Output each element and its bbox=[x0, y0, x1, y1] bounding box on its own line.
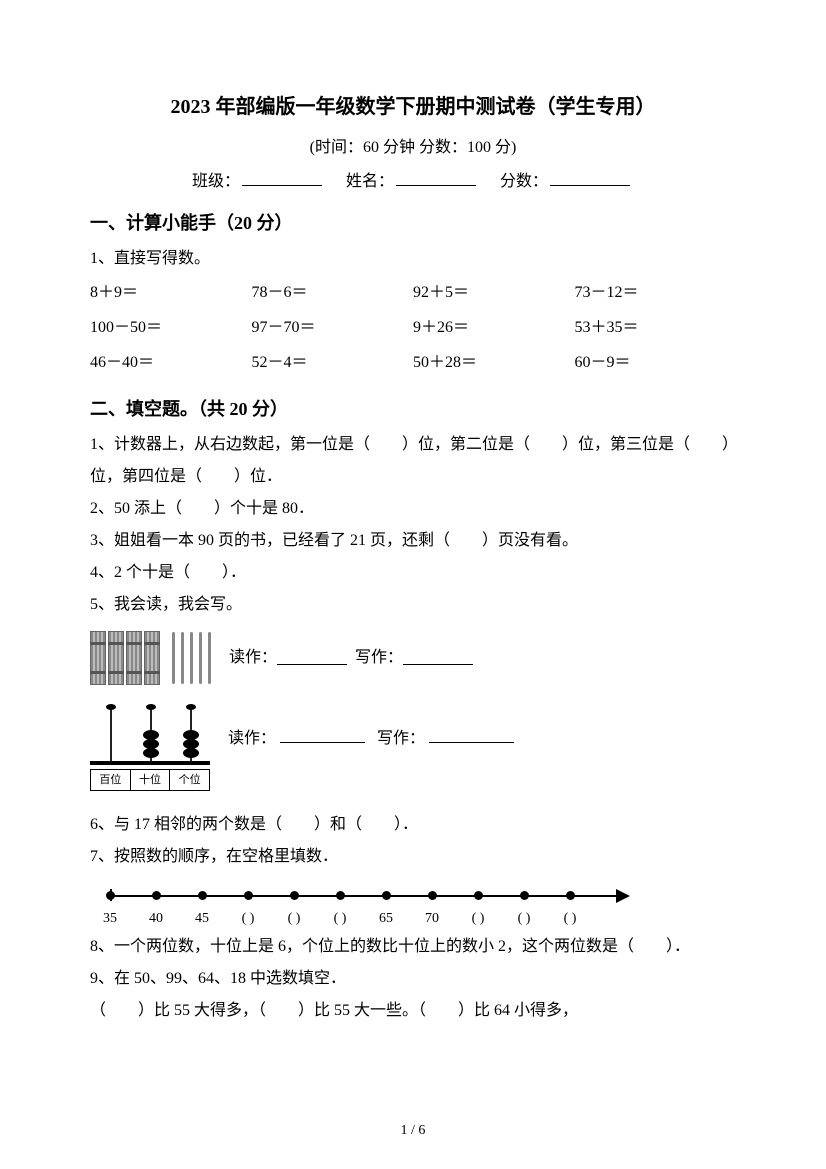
numline-label: ( ) bbox=[472, 911, 485, 927]
equation-cell: 78－6＝ bbox=[252, 275, 414, 310]
exam-title: 2023 年部编版一年级数学下册期中测试卷（学生专用） bbox=[90, 90, 736, 119]
class-label: 班级： bbox=[192, 173, 240, 190]
name-blank[interactable] bbox=[396, 169, 476, 186]
numline-label: ( ) bbox=[564, 911, 577, 927]
number-line-figure: 35 40 45 ( ) ( ) ( ) 65 70 ( ) ( ) ( ) bbox=[110, 883, 736, 909]
q5-abacus-row: 百位 十位 个位 读作： 写作： bbox=[90, 703, 736, 793]
section2-q2: 2、50 添上（ ）个十是 80． bbox=[90, 493, 736, 525]
equation-cell: 46－40＝ bbox=[90, 345, 252, 380]
numline-label: 35 bbox=[103, 911, 117, 927]
q5-sticks-row: 读作： 写作： bbox=[90, 631, 736, 685]
numline-label: ( ) bbox=[242, 911, 255, 927]
abacus-icon: 百位 十位 个位 bbox=[90, 703, 210, 793]
section2-q4: 4、2 个十是（ ）． bbox=[90, 557, 736, 589]
numline-label: ( ) bbox=[518, 911, 531, 927]
abacus-col-label: 个位 bbox=[170, 770, 209, 790]
section2-heading: 二、填空题。（共 20 分） bbox=[90, 395, 736, 421]
equation-cell: 92＋5＝ bbox=[413, 275, 575, 310]
class-blank[interactable] bbox=[242, 169, 322, 186]
equation-cell: 60－9＝ bbox=[575, 345, 737, 380]
section2-q1: 1、计数器上，从右边数起，第一位是（ ）位，第二位是（ ）位，第三位是（ ）位，… bbox=[90, 429, 736, 493]
numline-label: 65 bbox=[379, 911, 393, 927]
page-number: 1 / 6 bbox=[0, 1123, 826, 1139]
numline-label: 45 bbox=[195, 911, 209, 927]
numline-label: ( ) bbox=[288, 911, 301, 927]
read-label: 读作： bbox=[229, 642, 277, 674]
section1-q1-lead: 1、直接写得数。 bbox=[90, 243, 736, 275]
write-label: 写作： bbox=[377, 730, 425, 747]
abacus-col-label: 十位 bbox=[131, 770, 171, 790]
read-blank[interactable] bbox=[277, 650, 347, 665]
abacus-col-label: 百位 bbox=[91, 770, 131, 790]
equation-row: 8＋9＝ 78－6＝ 92＋5＝ 73－12＝ bbox=[90, 275, 736, 310]
section2-q6: 6、与 17 相邻的两个数是（ ）和（ ）． bbox=[90, 809, 736, 841]
read-label: 读作： bbox=[228, 730, 276, 747]
name-label: 姓名： bbox=[346, 173, 394, 190]
equation-cell: 100－50＝ bbox=[90, 310, 252, 345]
single-sticks-icon bbox=[172, 632, 211, 684]
student-info-line: 班级： 姓名： 分数： bbox=[90, 167, 736, 191]
equation-row: 46－40＝ 52－4＝ 50＋28＝ 60－9＝ bbox=[90, 345, 736, 380]
equation-cell: 9＋26＝ bbox=[413, 310, 575, 345]
section2-q9-lead: 9、在 50、99、64、18 中选数填空． bbox=[90, 963, 736, 995]
section2-q5-lead: 5、我会读，我会写。 bbox=[90, 589, 736, 621]
numline-label: 70 bbox=[425, 911, 439, 927]
read-blank[interactable] bbox=[280, 728, 365, 743]
equation-cell: 50＋28＝ bbox=[413, 345, 575, 380]
section1-heading: 一、计算小能手（20 分） bbox=[90, 209, 736, 235]
equation-cell: 73－12＝ bbox=[575, 275, 737, 310]
arrow-right-icon bbox=[616, 889, 630, 903]
score-blank[interactable] bbox=[550, 169, 630, 186]
equation-cell: 97－70＝ bbox=[252, 310, 414, 345]
section2-q9-body: （ ）比 55 大得多，（ ）比 55 大一些。（ ）比 64 小得多， bbox=[90, 995, 736, 1027]
equation-cell: 8＋9＝ bbox=[90, 275, 252, 310]
section2-q7: 7、按照数的顺序，在空格里填数． bbox=[90, 841, 736, 873]
write-label: 写作： bbox=[355, 642, 403, 674]
stick-bundles-icon bbox=[90, 631, 160, 685]
equation-cell: 53＋35＝ bbox=[575, 310, 737, 345]
write-blank[interactable] bbox=[403, 650, 473, 665]
section2-q8: 8、一个两位数，十位上是 6，个位上的数比十位上的数小 2，这个两位数是（ ）． bbox=[90, 931, 736, 963]
numline-label: ( ) bbox=[334, 911, 347, 927]
equation-cell: 52－4＝ bbox=[252, 345, 414, 380]
equation-row: 100－50＝ 97－70＝ 9＋26＝ 53＋35＝ bbox=[90, 310, 736, 345]
write-blank[interactable] bbox=[429, 728, 514, 743]
score-label: 分数： bbox=[500, 173, 548, 190]
exam-subtitle: (时间：60 分钟 分数：100 分) bbox=[90, 133, 736, 157]
section2-q3: 3、姐姐看一本 90 页的书，已经看了 21 页，还剩（ ）页没有看。 bbox=[90, 525, 736, 557]
numline-label: 40 bbox=[149, 911, 163, 927]
exam-page: 2023 年部编版一年级数学下册期中测试卷（学生专用） (时间：60 分钟 分数… bbox=[0, 0, 826, 1169]
